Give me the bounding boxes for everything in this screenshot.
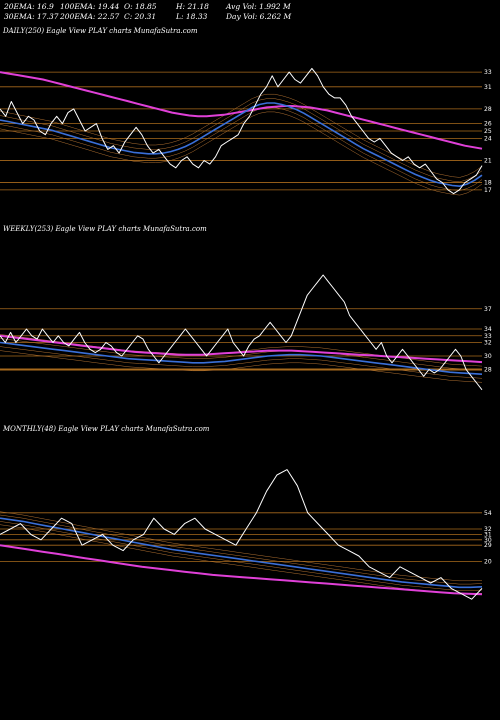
low-value: L: 18.33 xyxy=(176,12,208,21)
monthly-price-line xyxy=(0,469,483,600)
header-row-1: 20EMA: 16.9 100EMA: 19.44 O: 18.85 H: 21.18… xyxy=(4,2,306,11)
daily-ema-20-line xyxy=(0,102,483,187)
monthly-ema-200-line xyxy=(0,544,483,596)
monthly-level-label: 30 xyxy=(484,537,492,544)
ema100-value: 100EMA: 19.44 xyxy=(60,2,120,11)
weekly-level-label: 30 xyxy=(484,353,492,360)
weekly-level-label: 28 xyxy=(484,367,492,374)
weekly-panel-title: WEEKLY(253) Eagle View PLAY charts Munaf… xyxy=(3,225,207,233)
header-row-2: 30EMA: 17.37 200EMA: 22.57 C: 20.31 L: 18.3… xyxy=(4,12,306,21)
monthly-ema-band-line xyxy=(0,514,483,585)
close-value: C: 20.31 xyxy=(124,12,157,21)
ema30-value: 30EMA: 17.37 xyxy=(4,12,59,21)
weekly-level-label: 37 xyxy=(484,306,492,313)
monthly-level-label: 32 xyxy=(484,526,492,533)
daily-ema-band-line xyxy=(0,93,483,178)
daily-ema-200-line xyxy=(0,71,483,150)
daily-level-label: 33 xyxy=(484,69,492,76)
daily-level-label: 24 xyxy=(484,135,492,142)
ema20-value: 20EMA: 16.9 xyxy=(4,2,54,11)
weekly-level-label: 32 xyxy=(484,340,492,347)
daily-level-label: 18 xyxy=(484,180,492,187)
ema200-value: 200EMA: 22.57 xyxy=(60,12,120,21)
daily-level-label: 25 xyxy=(484,128,492,135)
weekly-price-line xyxy=(0,274,483,391)
daily-level-label: 21 xyxy=(484,157,492,164)
daily-ema-band-line xyxy=(0,98,483,183)
daily-level-label: 28 xyxy=(484,106,492,113)
weekly-ema-band-line xyxy=(0,350,483,383)
open-value: O: 18.85 xyxy=(124,2,157,11)
high-value: H: 21.18 xyxy=(176,2,209,11)
daily-level-label: 17 xyxy=(484,187,492,194)
daily-price-line xyxy=(0,67,483,195)
weekly-ema-band-line xyxy=(0,346,483,379)
monthly-ema-band-line xyxy=(0,511,483,582)
weekly-ema-20-line xyxy=(0,341,483,375)
daily-level-label: 26 xyxy=(484,121,492,128)
weekly-ema-band-line xyxy=(0,334,483,367)
daily-ema-band-line xyxy=(0,111,483,196)
monthly-level-label: 54 xyxy=(484,510,492,517)
day-volume-value: Day Vol: 6.262 M xyxy=(226,12,292,21)
daily-level-label: 31 xyxy=(484,84,492,91)
monthly-level-label: 29 xyxy=(484,542,492,549)
monthly-level-label: 31 xyxy=(484,531,492,538)
monthly-panel-title: MONTHLY(48) Eagle View PLAY charts Munaf… xyxy=(3,425,210,433)
weekly-level-label: 33 xyxy=(484,333,492,340)
weekly-level-label: 34 xyxy=(484,326,492,333)
monthly-level-label: 20 xyxy=(484,558,492,565)
avg-volume-value: Avg Vol: 1.992 M xyxy=(226,2,291,11)
daily-ema-band-line xyxy=(0,107,483,191)
weekly-ema-band-line xyxy=(0,338,483,371)
monthly-ema-band-line xyxy=(0,521,483,591)
monthly-ema-20-line xyxy=(0,517,483,589)
daily-panel-title: DAILY(250) Eagle View PLAY charts Munafa… xyxy=(3,27,198,35)
